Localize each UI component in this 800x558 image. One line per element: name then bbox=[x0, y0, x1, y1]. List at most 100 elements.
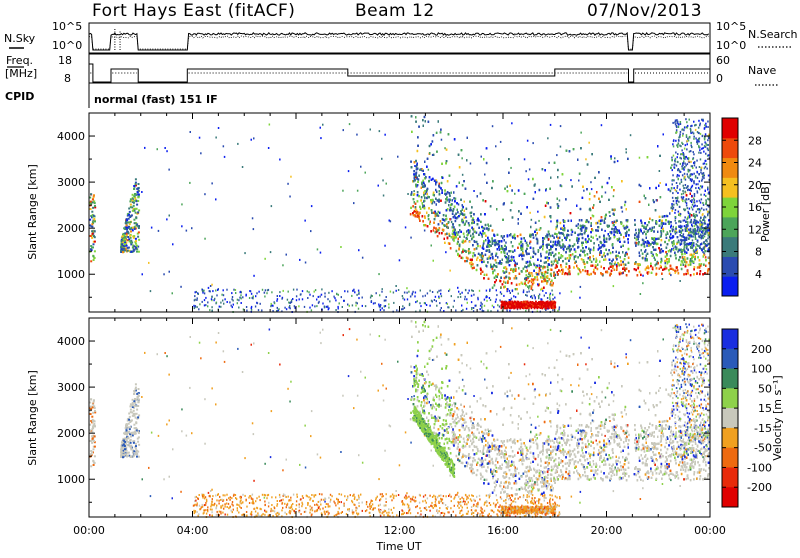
range-cell bbox=[134, 249, 136, 251]
range-cell bbox=[542, 290, 543, 292]
range-cell bbox=[255, 306, 256, 308]
nave-label: Nave bbox=[748, 64, 776, 77]
range-cell bbox=[90, 208, 92, 210]
range-cell bbox=[298, 305, 299, 307]
range-cell bbox=[134, 228, 136, 230]
range-cell bbox=[318, 302, 319, 304]
range-cell bbox=[384, 300, 385, 302]
range-cell bbox=[235, 289, 236, 291]
freq-label-bottom: [MHz] bbox=[5, 67, 37, 80]
range-cell bbox=[134, 208, 136, 210]
range-cell bbox=[309, 307, 310, 309]
range-cell bbox=[439, 302, 440, 304]
range-cell bbox=[93, 200, 95, 202]
range-cell bbox=[130, 204, 132, 206]
range-cell bbox=[202, 290, 203, 292]
range-cell bbox=[424, 302, 425, 304]
range-cell bbox=[262, 289, 263, 291]
range-cell bbox=[92, 199, 94, 201]
range-cell bbox=[130, 237, 132, 239]
range-cell bbox=[380, 309, 381, 311]
range-cell bbox=[278, 308, 279, 310]
range-cell bbox=[274, 302, 275, 304]
range-cell bbox=[223, 303, 224, 305]
range-cell bbox=[220, 302, 221, 304]
range-cell bbox=[133, 185, 135, 187]
range-cell bbox=[559, 292, 560, 294]
range-cell bbox=[293, 289, 294, 291]
range-cell bbox=[246, 310, 247, 312]
range-cell bbox=[486, 300, 487, 302]
range-cell bbox=[326, 306, 327, 308]
range-cell bbox=[349, 305, 350, 307]
range-cell bbox=[352, 304, 353, 306]
range-cell bbox=[215, 290, 216, 292]
range-cell bbox=[462, 309, 463, 311]
range-cell bbox=[492, 305, 493, 307]
beam-title: Beam 12 bbox=[355, 1, 435, 21]
range-cell bbox=[195, 305, 196, 307]
range-cell bbox=[509, 310, 510, 312]
range-cell bbox=[347, 304, 348, 306]
range-cell bbox=[469, 290, 470, 292]
range-cell bbox=[120, 250, 122, 252]
range-cell bbox=[279, 291, 280, 293]
range-cell bbox=[130, 198, 132, 200]
range-cell bbox=[124, 236, 126, 238]
range-cell bbox=[135, 200, 137, 202]
range-cell bbox=[544, 295, 545, 297]
range-cell bbox=[92, 233, 94, 235]
range-cell bbox=[328, 308, 329, 310]
range-cell bbox=[509, 299, 510, 301]
range-cell bbox=[312, 304, 313, 306]
range-cell bbox=[133, 219, 135, 221]
range-cell bbox=[324, 306, 325, 308]
range-cell bbox=[540, 298, 541, 300]
range-cell bbox=[388, 307, 389, 309]
range-cell bbox=[335, 299, 336, 301]
range-cell bbox=[223, 289, 224, 291]
range-cell bbox=[371, 300, 372, 302]
range-cell bbox=[509, 290, 510, 292]
range-cell bbox=[246, 306, 247, 308]
range-cell bbox=[91, 247, 93, 249]
range-cell bbox=[415, 301, 416, 303]
range-cell bbox=[276, 300, 277, 302]
range-cell bbox=[212, 310, 213, 312]
range-cell bbox=[451, 221, 453, 223]
range-cell bbox=[510, 292, 511, 294]
range-cell bbox=[458, 203, 460, 205]
range-cell bbox=[256, 292, 257, 294]
range-cell bbox=[232, 306, 233, 308]
range-cell bbox=[302, 298, 303, 300]
range-cell bbox=[358, 290, 359, 292]
range-cell bbox=[371, 295, 372, 297]
range-cell bbox=[480, 308, 481, 310]
range-cell bbox=[91, 211, 93, 213]
range-cell bbox=[378, 304, 379, 306]
range-cell bbox=[135, 240, 137, 242]
range-cell bbox=[246, 294, 247, 296]
range-cell bbox=[353, 290, 354, 292]
range-cell bbox=[90, 235, 92, 237]
range-cell bbox=[223, 294, 224, 296]
nsky-trace bbox=[89, 28, 709, 50]
range-cell bbox=[123, 249, 125, 251]
range-cell bbox=[264, 296, 265, 298]
range-cell bbox=[277, 307, 278, 309]
freq-label-top: Freq. bbox=[6, 54, 33, 67]
range-cell bbox=[402, 297, 403, 299]
nsearch-tick-bottom: 10^0 bbox=[716, 39, 746, 52]
range-cell bbox=[379, 294, 380, 296]
range-cell bbox=[328, 292, 329, 294]
range-cell bbox=[358, 297, 359, 299]
range-cell bbox=[321, 288, 322, 290]
range-cell bbox=[194, 295, 195, 297]
range-cell bbox=[126, 227, 128, 229]
nsky-line bbox=[89, 33, 709, 50]
range-cell bbox=[493, 306, 494, 308]
range-cell bbox=[362, 297, 363, 299]
range-cell bbox=[198, 308, 199, 310]
range-cell bbox=[347, 291, 348, 293]
range-cell bbox=[194, 307, 195, 309]
